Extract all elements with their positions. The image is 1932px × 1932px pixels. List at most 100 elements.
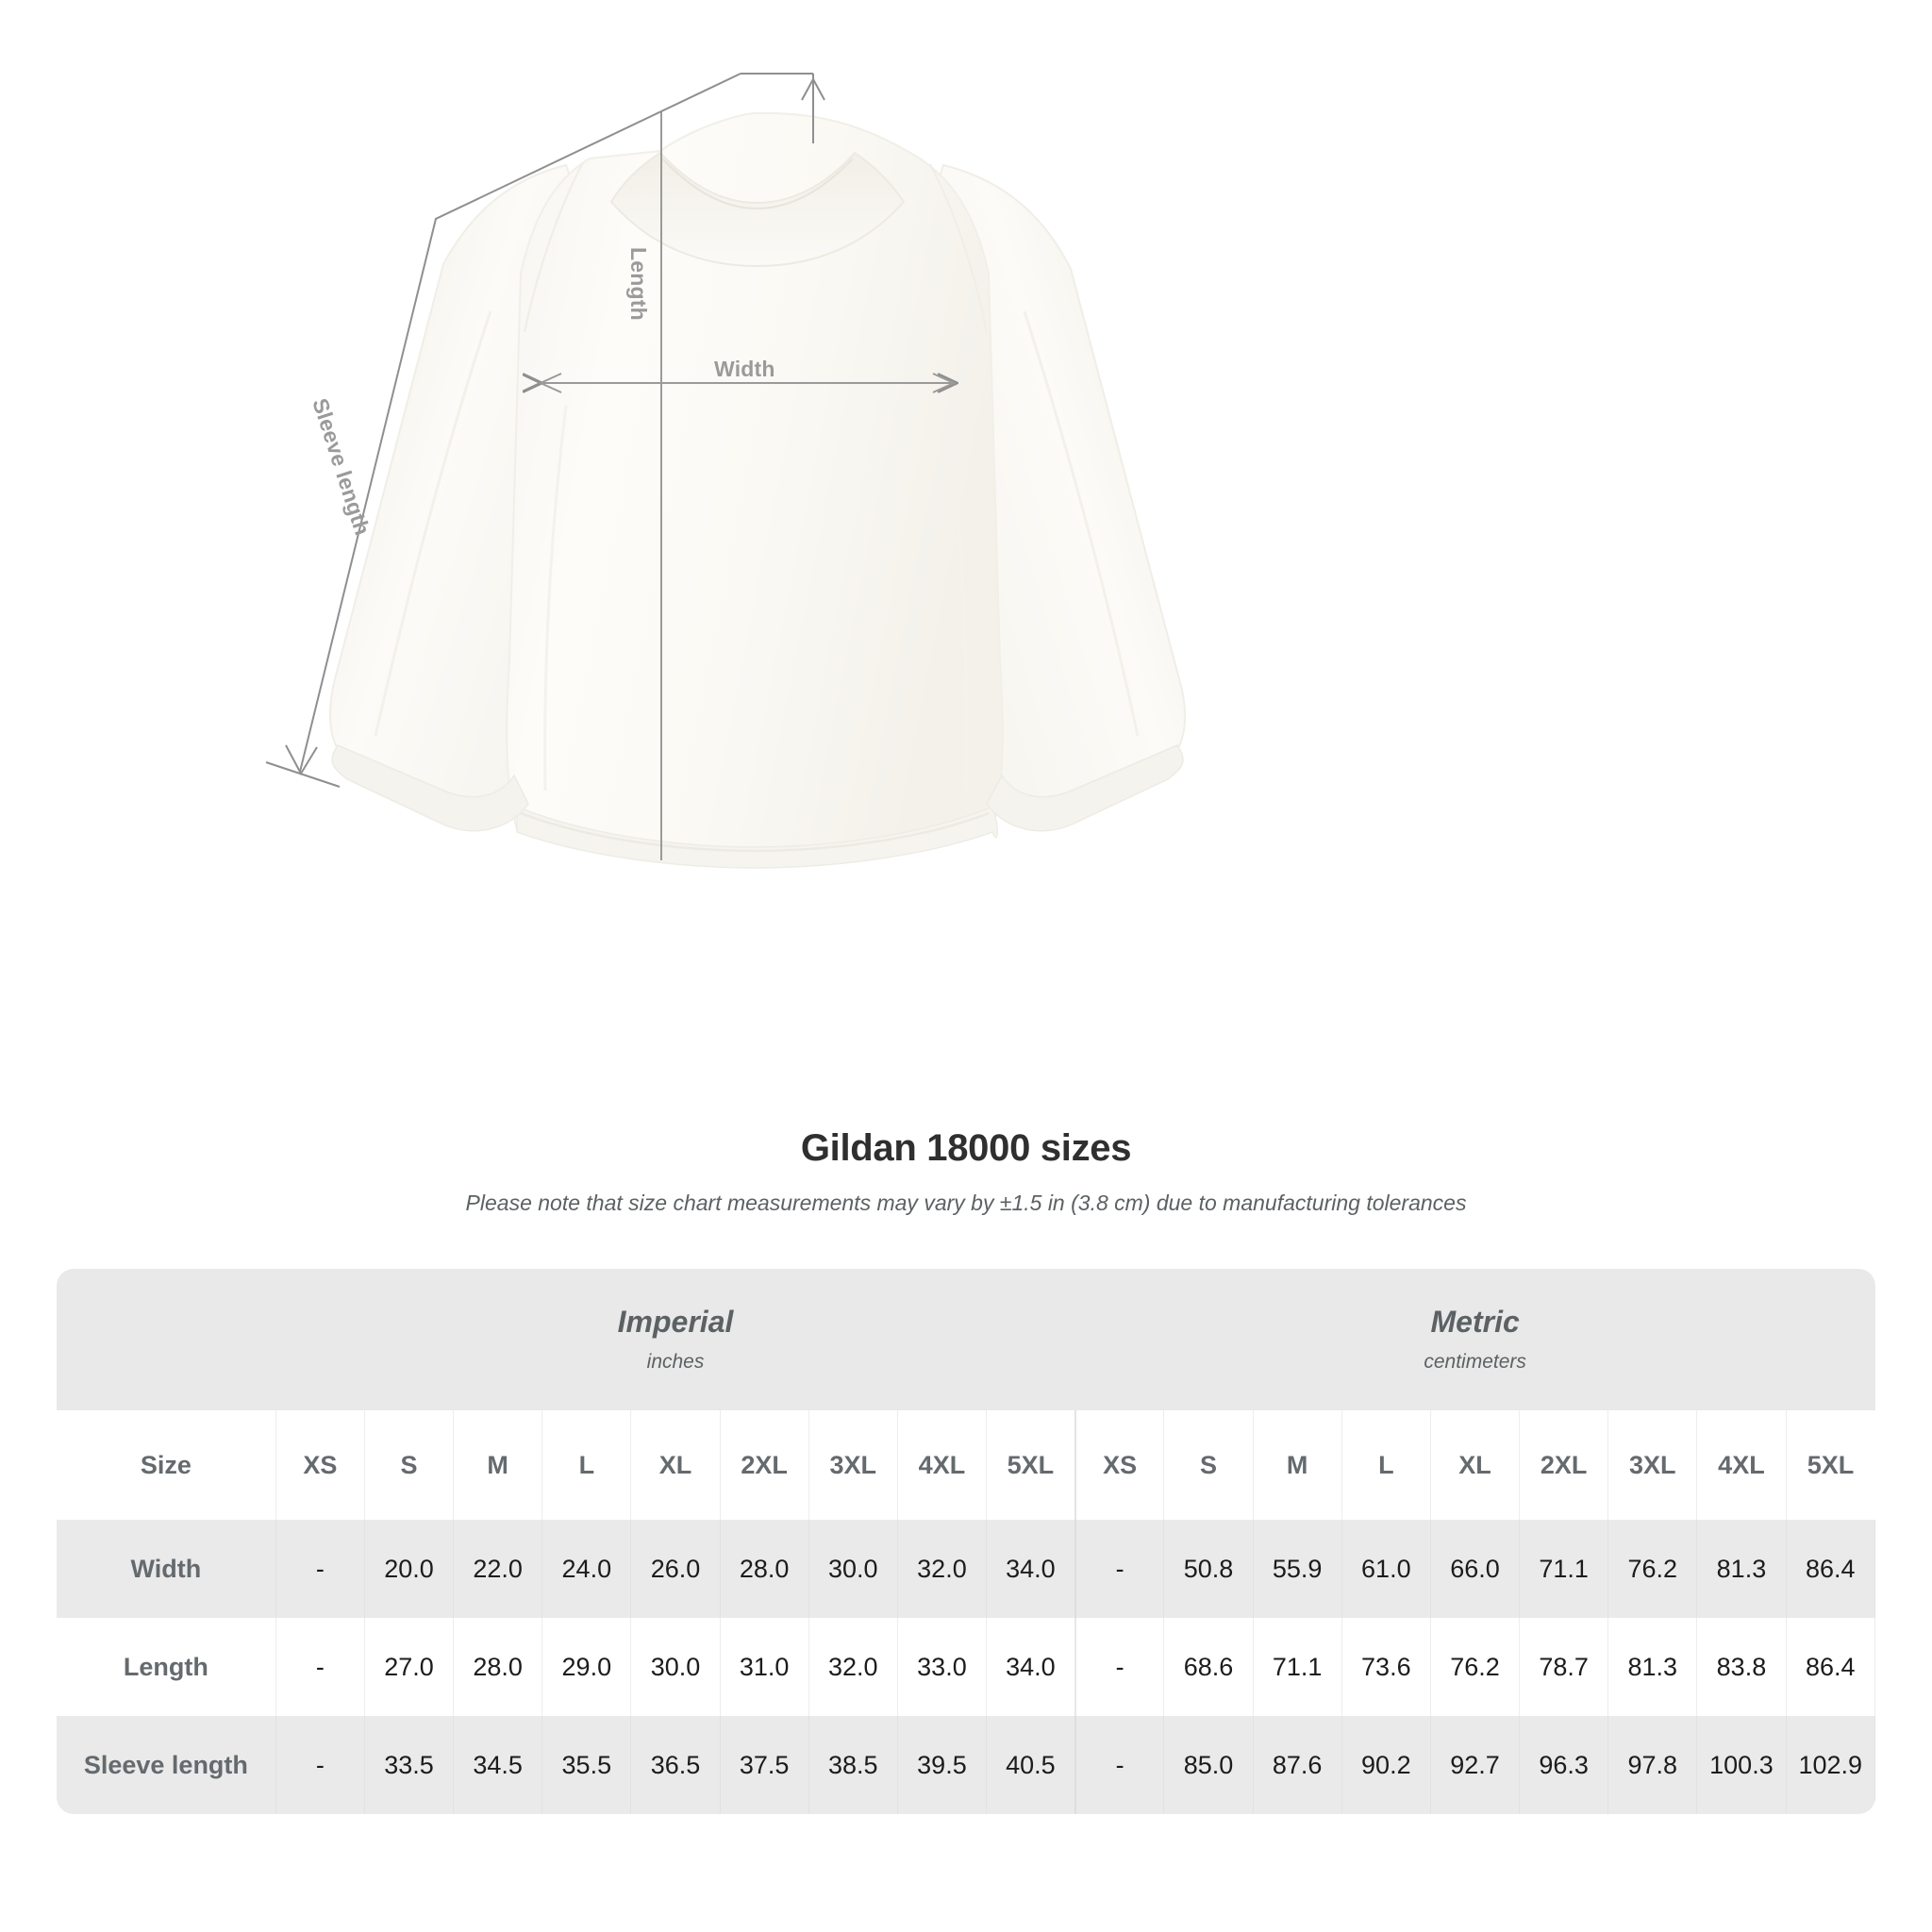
header-col-imperial-xl: XL	[630, 1410, 721, 1520]
cell-sleeve-imperial-4xl: 39.5	[897, 1716, 988, 1814]
size-table-container: Imperial inches Metric centimeters Size …	[57, 1269, 1875, 1814]
unit-blank-cell	[57, 1269, 276, 1410]
cell-length-metric-3xl: 81.3	[1607, 1618, 1698, 1716]
row-label-width: Width	[57, 1520, 276, 1618]
cell-sleeve-metric-s: 85.0	[1163, 1716, 1254, 1814]
cell-sleeve-metric-3xl: 97.8	[1607, 1716, 1698, 1814]
cell-width-metric-xs: -	[1074, 1520, 1165, 1618]
cell-width-imperial-xs: -	[275, 1520, 365, 1618]
cell-length-metric-xl: 76.2	[1430, 1618, 1521, 1716]
cell-sleeve-imperial-l: 35.5	[541, 1716, 632, 1814]
unit-group-metric-name: Metric	[1430, 1305, 1520, 1340]
header-col-metric-xl: XL	[1430, 1410, 1521, 1520]
header-col-metric-2xl: 2XL	[1519, 1410, 1609, 1520]
header-col-metric-s: S	[1163, 1410, 1254, 1520]
header-col-imperial-l: L	[541, 1410, 632, 1520]
cell-width-metric-xl: 66.0	[1430, 1520, 1521, 1618]
cell-sleeve-metric-m: 87.6	[1253, 1716, 1342, 1814]
cell-width-metric-3xl: 76.2	[1607, 1520, 1698, 1618]
header-col-imperial-4xl: 4XL	[897, 1410, 988, 1520]
cell-length-metric-2xl: 78.7	[1519, 1618, 1609, 1716]
cell-width-metric-s: 50.8	[1163, 1520, 1254, 1618]
header-col-metric-4xl: 4XL	[1696, 1410, 1787, 1520]
cell-sleeve-metric-xl: 92.7	[1430, 1716, 1521, 1814]
header-col-imperial-m: M	[453, 1410, 543, 1520]
cell-length-metric-xs: -	[1074, 1618, 1165, 1716]
width-arrow-right	[932, 373, 957, 393]
unit-group-imperial: Imperial inches	[275, 1269, 1075, 1410]
right-cuff	[986, 744, 1184, 832]
page-title: Gildan 18000 sizes	[800, 1127, 1132, 1169]
cuff-base-line	[265, 761, 341, 788]
cell-width-metric-m: 55.9	[1253, 1520, 1342, 1618]
cell-length-imperial-s: 27.0	[364, 1618, 455, 1716]
header-col-metric-3xl: 3XL	[1607, 1410, 1698, 1520]
cell-width-imperial-xl: 26.0	[630, 1520, 721, 1618]
garment-illustration: Length Width Sleeve length	[265, 73, 1187, 869]
cell-width-imperial-l: 24.0	[541, 1520, 632, 1618]
header-col-imperial-5xl: 5XL	[986, 1410, 1076, 1520]
header-col-imperial-xs: XS	[275, 1410, 365, 1520]
cell-length-imperial-2xl: 31.0	[720, 1618, 809, 1716]
cell-width-imperial-m: 22.0	[453, 1520, 543, 1618]
cell-length-metric-m: 71.1	[1253, 1618, 1342, 1716]
cell-sleeve-imperial-3xl: 38.5	[808, 1716, 898, 1814]
header-col-imperial-3xl: 3XL	[808, 1410, 898, 1520]
width-label: Width	[714, 357, 775, 381]
cell-sleeve-imperial-5xl: 40.5	[986, 1716, 1076, 1814]
cell-sleeve-imperial-2xl: 37.5	[720, 1716, 809, 1814]
hem-band	[516, 805, 998, 869]
fold-right-1	[947, 405, 968, 791]
cell-length-imperial-l: 29.0	[541, 1618, 632, 1716]
cell-length-imperial-4xl: 33.0	[897, 1618, 988, 1716]
cell-length-imperial-xl: 30.0	[630, 1618, 721, 1716]
cell-length-imperial-xs: -	[275, 1618, 365, 1716]
title-block: Gildan 18000 sizes Please note that size…	[0, 1127, 1932, 1216]
cell-width-imperial-s: 20.0	[364, 1520, 455, 1618]
fold-left-1	[543, 405, 568, 791]
cell-sleeve-metric-xs: -	[1074, 1716, 1165, 1814]
cell-sleeve-imperial-s: 33.5	[364, 1716, 455, 1814]
cell-width-imperial-3xl: 30.0	[808, 1520, 898, 1618]
cell-length-metric-5xl: 86.4	[1786, 1618, 1875, 1716]
sweatshirt-diagram	[265, 73, 1187, 869]
collar-inner-edge	[661, 158, 854, 210]
unit-group-metric-sub: centimeters	[1424, 1350, 1526, 1373]
unit-group-metric: Metric centimeters	[1074, 1269, 1875, 1410]
cell-width-metric-4xl: 81.3	[1696, 1520, 1787, 1618]
header-col-imperial-s: S	[364, 1410, 455, 1520]
header-col-imperial-2xl: 2XL	[720, 1410, 809, 1520]
left-shoulder-seam	[523, 161, 584, 333]
width-arrow-left	[538, 373, 562, 393]
length-label: Length	[626, 247, 651, 321]
cell-width-metric-l: 61.0	[1341, 1520, 1431, 1618]
cell-sleeve-imperial-xs: -	[275, 1716, 365, 1814]
cell-width-imperial-5xl: 34.0	[986, 1520, 1076, 1618]
cell-length-metric-s: 68.6	[1163, 1618, 1254, 1716]
fold-sleeve-left	[374, 310, 492, 737]
table-row: Sleeve length - 33.5 34.5 35.5 36.5 37.5…	[57, 1716, 1875, 1814]
cell-length-imperial-3xl: 32.0	[808, 1618, 898, 1716]
fold-sleeve-right	[1023, 310, 1140, 737]
cell-length-metric-4xl: 83.8	[1696, 1618, 1787, 1716]
table-row: Length - 27.0 28.0 29.0 30.0 31.0 32.0 3…	[57, 1618, 1875, 1716]
header-size-label: Size	[57, 1410, 276, 1520]
cell-sleeve-imperial-m: 34.5	[453, 1716, 543, 1814]
size-table: Imperial inches Metric centimeters Size …	[57, 1269, 1875, 1814]
right-shoulder-seam	[929, 163, 989, 335]
cell-sleeve-metric-4xl: 100.3	[1696, 1716, 1787, 1814]
header-col-metric-m: M	[1253, 1410, 1342, 1520]
cell-width-imperial-2xl: 28.0	[720, 1520, 809, 1618]
unit-group-imperial-name: Imperial	[617, 1305, 734, 1340]
header-col-metric-5xl: 5XL	[1786, 1410, 1875, 1520]
cell-length-imperial-5xl: 34.0	[986, 1618, 1076, 1716]
table-row: Width - 20.0 22.0 24.0 26.0 28.0 30.0 32…	[57, 1520, 1875, 1618]
cell-sleeve-metric-2xl: 96.3	[1519, 1716, 1609, 1814]
cell-sleeve-metric-5xl: 102.9	[1786, 1716, 1875, 1814]
cell-width-metric-5xl: 86.4	[1786, 1520, 1875, 1618]
cell-length-imperial-m: 28.0	[453, 1618, 543, 1716]
cell-length-metric-l: 73.6	[1341, 1618, 1431, 1716]
unit-banner-row: Imperial inches Metric centimeters	[57, 1269, 1875, 1410]
cell-width-metric-2xl: 71.1	[1519, 1520, 1609, 1618]
